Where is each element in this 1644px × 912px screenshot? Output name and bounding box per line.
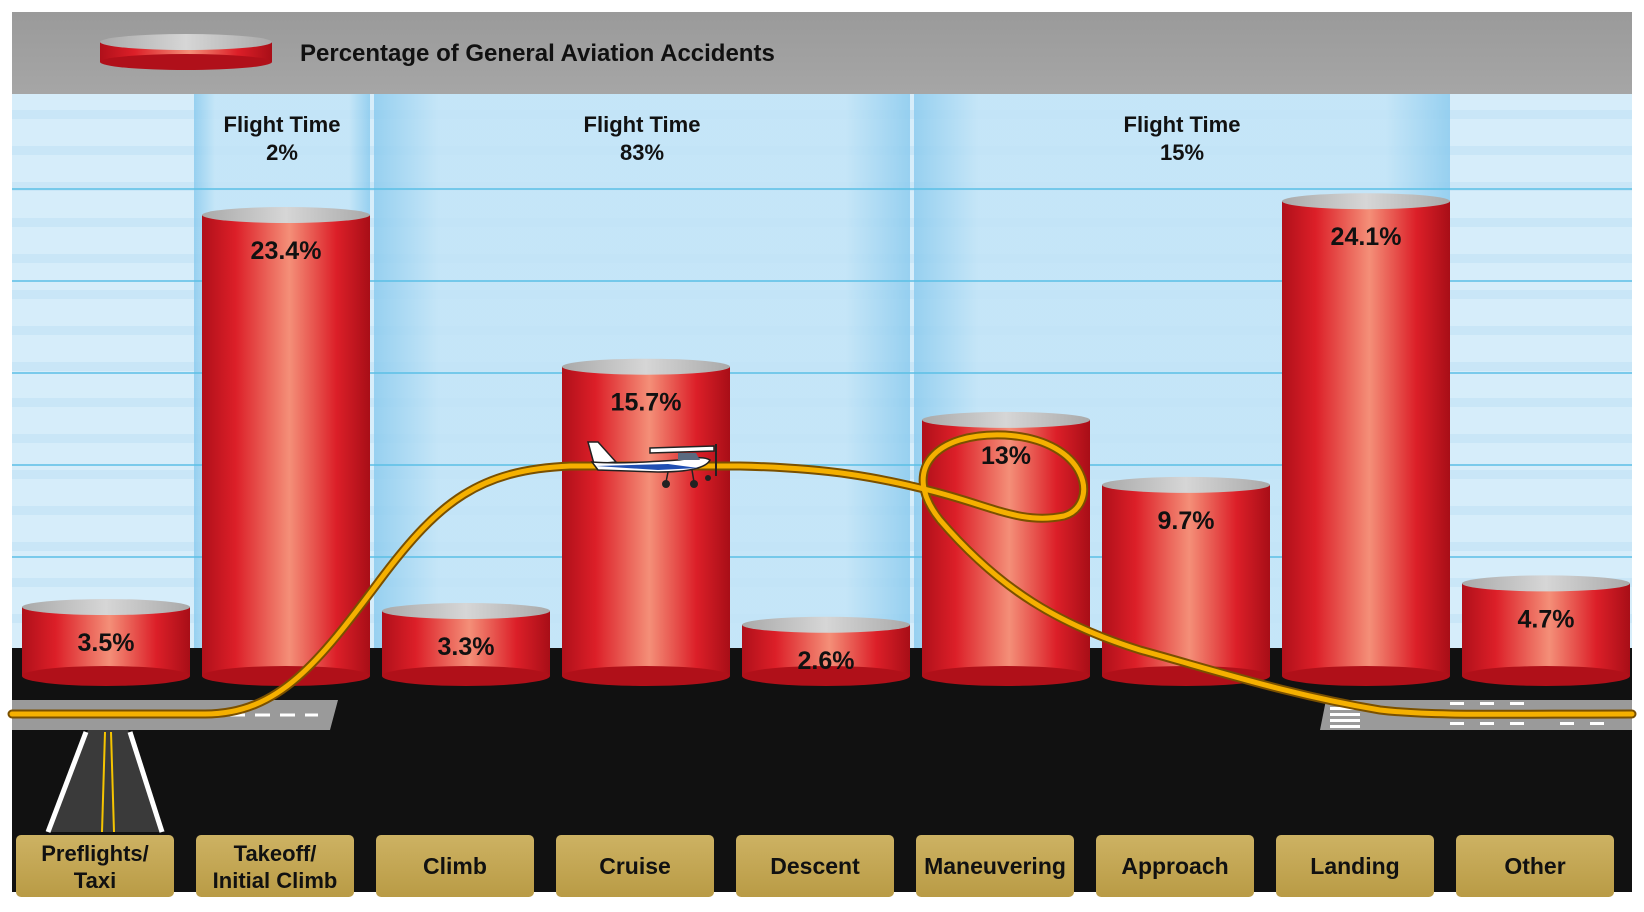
category-box <box>556 835 714 897</box>
bar-top <box>1102 476 1270 493</box>
bar-top <box>1462 575 1630 592</box>
bar-3: 3.3% <box>382 602 550 686</box>
airplane-icon <box>587 441 717 488</box>
category-label-6: Maneuvering <box>916 835 1074 897</box>
chart-title: Percentage of General Aviation Accidents <box>300 40 775 67</box>
bar-8: 24.1% <box>1282 193 1450 686</box>
bars: 3.5% 23.4% 3.3% 15.7% 2.6% 13% 9.7% 24.1% 4.7% <box>22 193 1630 686</box>
category-labels: Preflights/Taxi Takeoff/Initial Climb Clim… <box>16 835 1614 897</box>
category-text: Approach <box>1121 853 1228 879</box>
category-box <box>736 835 894 897</box>
bar-value-label: 2.6% <box>798 647 855 675</box>
category-box <box>16 835 174 897</box>
category-label-5: Descent <box>736 835 894 897</box>
bar-top <box>202 207 370 223</box>
bar-base <box>562 666 730 686</box>
bar-body <box>562 366 730 676</box>
category-label-4: Cruise <box>556 835 714 897</box>
bar-5: 2.6% <box>742 616 910 686</box>
bar-body <box>1282 201 1450 676</box>
category-text: Maneuvering <box>924 853 1066 879</box>
category-text: Descent <box>770 853 860 879</box>
category-box <box>1096 835 1254 897</box>
category-label-2: Takeoff/Initial Climb <box>196 835 354 897</box>
category-box <box>376 835 534 897</box>
category-text: Landing <box>1310 853 1399 879</box>
bar-base <box>202 666 370 686</box>
category-label-3: Climb <box>376 835 534 897</box>
bar-7: 9.7% <box>1102 476 1270 686</box>
bar-top <box>922 411 1090 428</box>
phase-percent-3: 15% <box>1160 140 1204 165</box>
bar-value-label: 3.5% <box>78 629 135 657</box>
phase-title-2: Flight Time <box>584 112 701 137</box>
category-label-8: Landing <box>1276 835 1434 897</box>
category-text: Climb <box>423 853 487 879</box>
bar-9: 4.7% <box>1462 575 1630 686</box>
category-box <box>1456 835 1614 897</box>
flight-path-highlight <box>9 432 1635 717</box>
bar-body <box>202 215 370 676</box>
bar-1: 3.5% <box>22 599 190 686</box>
bar-base <box>1282 666 1450 686</box>
bar-value-label: 15.7% <box>611 389 682 417</box>
bar-base <box>742 666 910 686</box>
category-label-7: Approach <box>1096 835 1254 897</box>
bar-2: 23.4% <box>202 207 370 686</box>
taxiway-centerline <box>101 731 115 833</box>
bar-value-label: 9.7% <box>1158 507 1215 535</box>
phase-labels: Flight Time 2% Flight Time 83% Flight Time 15… <box>224 112 1241 165</box>
category-text: Taxi <box>74 868 116 893</box>
bar-base <box>922 666 1090 686</box>
bar-base <box>22 666 190 686</box>
bar-top <box>1282 193 1450 210</box>
phase-percent-1: 2% <box>266 140 298 165</box>
bar-value-label: 24.1% <box>1331 223 1402 251</box>
category-text: Cruise <box>599 853 671 879</box>
bar-6: 13% <box>922 411 1090 686</box>
phase-title-1: Flight Time <box>224 112 341 137</box>
bar-value-label: 3.3% <box>438 633 495 661</box>
bar-value-label: 4.7% <box>1518 605 1575 633</box>
bar-value-label: 23.4% <box>251 237 322 265</box>
phase-percent-2: 83% <box>620 140 664 165</box>
bar-body <box>1462 583 1630 676</box>
category-label-9: Other <box>1456 835 1614 897</box>
bar-top <box>742 616 910 633</box>
bar-body <box>922 419 1090 676</box>
category-box <box>1276 835 1434 897</box>
bar-top <box>562 358 730 375</box>
taxiway-edges <box>45 731 165 833</box>
bar-4: 15.7% <box>562 358 730 686</box>
category-box <box>916 835 1074 897</box>
bar-body <box>382 610 550 676</box>
bar-value-label: 13% <box>981 442 1031 470</box>
bar-base <box>382 666 550 686</box>
header-band: Percentage of General Aviation Accidents <box>12 12 1632 94</box>
category-text: Preflights/ <box>41 841 149 866</box>
category-text: Initial Climb <box>213 868 338 893</box>
category-text: Takeoff/ <box>234 841 317 866</box>
category-label-1: Preflights/Taxi <box>16 835 174 897</box>
bar-top <box>22 599 190 616</box>
flight-path <box>7 430 1637 719</box>
category-text: Other <box>1504 853 1565 879</box>
category-box <box>196 835 354 897</box>
legend-swatch <box>100 34 272 70</box>
bar-base <box>1462 666 1630 686</box>
bar-body <box>22 607 190 676</box>
phase-title-3: Flight Time <box>1124 112 1241 137</box>
bar-top <box>382 602 550 619</box>
